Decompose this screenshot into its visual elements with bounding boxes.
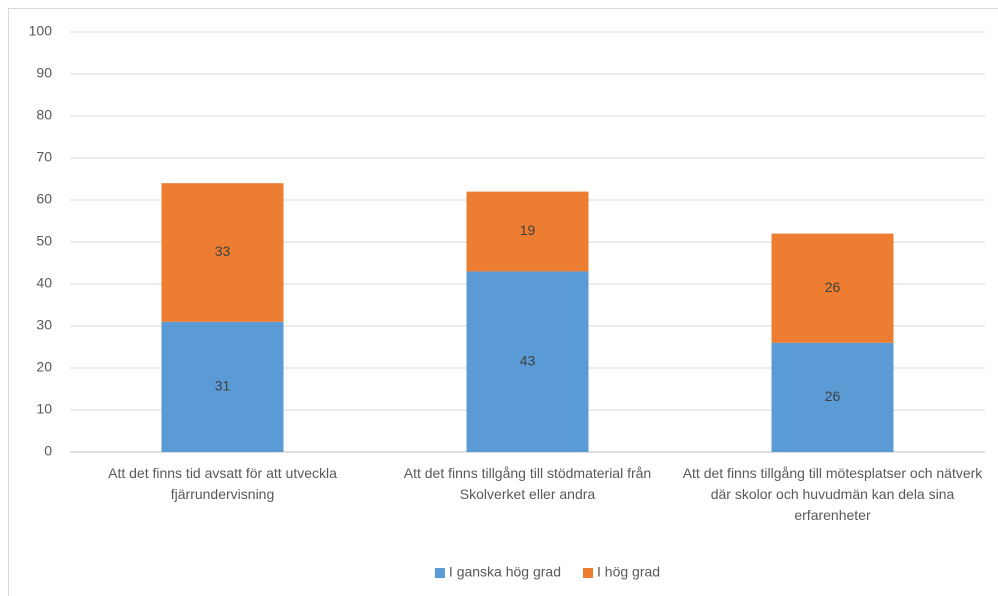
- legend-label: I hög grad: [597, 564, 660, 580]
- data-label: 43: [520, 352, 536, 368]
- data-label: 26: [825, 279, 841, 295]
- bar-segment: [466, 191, 589, 272]
- y-tick-label: 60: [36, 191, 52, 207]
- x-tick-label-line: där skolor och huvudmän kan dela sina: [711, 486, 955, 502]
- y-tick-label: 30: [36, 317, 52, 333]
- y-tick-label: 0: [44, 443, 52, 459]
- y-tick-label: 80: [36, 107, 52, 123]
- legend: I ganska hög grad I hög grad: [434, 564, 660, 580]
- data-label: 33: [215, 243, 231, 259]
- x-tick-label-line: fjärrundervisning: [171, 486, 275, 502]
- legend-label: I ganska hög grad: [449, 564, 561, 580]
- data-label: 31: [215, 378, 231, 394]
- bar-segment: [771, 342, 894, 452]
- y-tick-label: 50: [36, 233, 52, 249]
- data-label: 26: [825, 388, 841, 404]
- x-tick-label-line: Att det finns tid avsatt för att utveckl…: [108, 465, 337, 481]
- x-tick-label: Att det finns tid avsatt för att utveckl…: [108, 465, 337, 502]
- y-tick-label: 90: [36, 65, 52, 81]
- bar-segment: [161, 321, 284, 452]
- bar-segment: [771, 233, 894, 343]
- x-tick-label: Att det finns tillgång till stödmaterial…: [404, 465, 651, 502]
- chart-border: [8, 8, 998, 596]
- x-tick-label-line: erfarenheter: [794, 507, 871, 523]
- y-tick-label: 70: [36, 149, 52, 165]
- legend-swatch: [583, 568, 594, 578]
- data-label: 19: [520, 222, 536, 238]
- x-tick-label-line: Att det finns tillgång till mötesplatser…: [683, 465, 984, 481]
- bar-segment: [466, 271, 589, 452]
- y-tick-label: 10: [36, 401, 52, 417]
- x-tick-label-line: Skolverket eller andra: [460, 486, 596, 502]
- y-tick-label: 20: [36, 359, 52, 375]
- x-tick-label: Att det finns tillgång till mötesplatser…: [683, 465, 984, 523]
- bar-segment: [161, 183, 284, 322]
- x-tick-label-line: Att det finns tillgång till stödmaterial…: [404, 465, 651, 481]
- y-tick-label: 100: [29, 23, 53, 39]
- legend-swatch: [434, 568, 445, 578]
- y-tick-label: 40: [36, 275, 52, 291]
